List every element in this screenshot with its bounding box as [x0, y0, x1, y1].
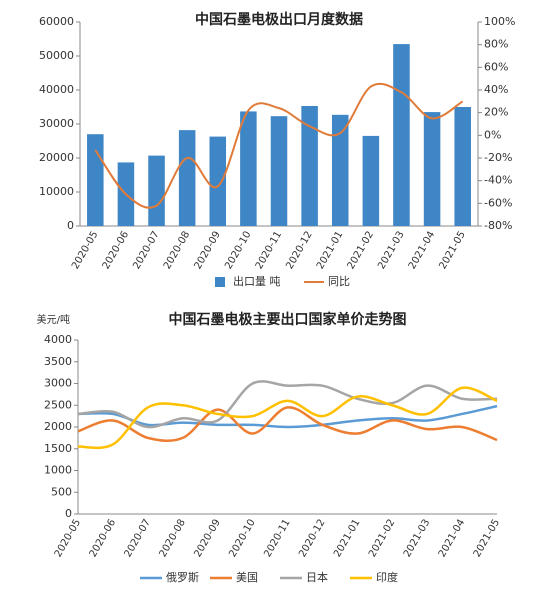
bar [270, 116, 288, 226]
y-tick-label: 40000 [39, 83, 74, 96]
y-tick-label: 1500 [44, 442, 72, 455]
bar [301, 105, 318, 226]
legend-label: 日本 [306, 570, 328, 584]
legend-label: 出口量 吨 [233, 274, 281, 288]
legend-label: 俄罗斯 [166, 571, 199, 584]
y-tick-label: 2500 [44, 398, 72, 411]
y-tick-label: 4000 [44, 333, 72, 346]
chart-title: 中国石墨电极主要出口国家单价走势图 [169, 311, 407, 328]
bar [178, 130, 196, 226]
y2-tick-label: 40% [484, 83, 508, 96]
line [77, 380, 498, 429]
y-tick-label: 20000 [39, 151, 74, 164]
y2-tick-label: -20% [484, 151, 512, 164]
bar [87, 134, 104, 226]
bar [148, 155, 165, 226]
y-tick-label: 50000 [39, 49, 74, 62]
y-tick-label: 0 [65, 507, 72, 520]
y-axis-label: 美元/吨 [37, 313, 70, 326]
y2-tick-label: 80% [484, 38, 508, 51]
legend-label: 美国 [236, 571, 258, 584]
bar [454, 107, 471, 226]
legend-swatch [215, 277, 225, 287]
bar [393, 44, 410, 226]
y2-tick-label: 100% [484, 15, 515, 28]
bar [240, 111, 257, 226]
line [94, 82, 464, 209]
y-tick-label: 2000 [44, 420, 72, 433]
y2-tick-label: -60% [484, 196, 512, 209]
chart-title: 中国石墨电极出口月度数据 [195, 11, 363, 28]
line [77, 386, 498, 450]
y-tick-label: 500 [51, 485, 72, 498]
bar [209, 136, 227, 226]
y2-tick-label: 60% [484, 60, 508, 73]
line [77, 404, 498, 429]
y-tick-label: 3500 [44, 355, 72, 368]
y-tick-label: 0 [67, 219, 74, 232]
bar [331, 114, 349, 226]
legend-label: 同比 [328, 275, 350, 288]
y-tick-label: 3000 [44, 377, 72, 390]
y2-tick-label: 20% [484, 106, 508, 119]
y2-tick-label: -80% [484, 219, 512, 232]
bar [423, 112, 441, 226]
y-tick-label: 10000 [39, 185, 74, 198]
legend-label: 印度 [376, 570, 398, 584]
y-tick-label: 60000 [39, 15, 74, 28]
y2-tick-label: 0% [484, 128, 501, 141]
y-tick-label: 1000 [44, 464, 72, 477]
y2-tick-label: -40% [484, 174, 512, 187]
line [77, 406, 498, 442]
bar [362, 135, 380, 226]
y-tick-label: 30000 [39, 117, 74, 130]
